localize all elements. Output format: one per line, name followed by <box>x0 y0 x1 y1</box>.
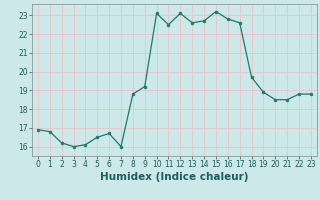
X-axis label: Humidex (Indice chaleur): Humidex (Indice chaleur) <box>100 172 249 182</box>
